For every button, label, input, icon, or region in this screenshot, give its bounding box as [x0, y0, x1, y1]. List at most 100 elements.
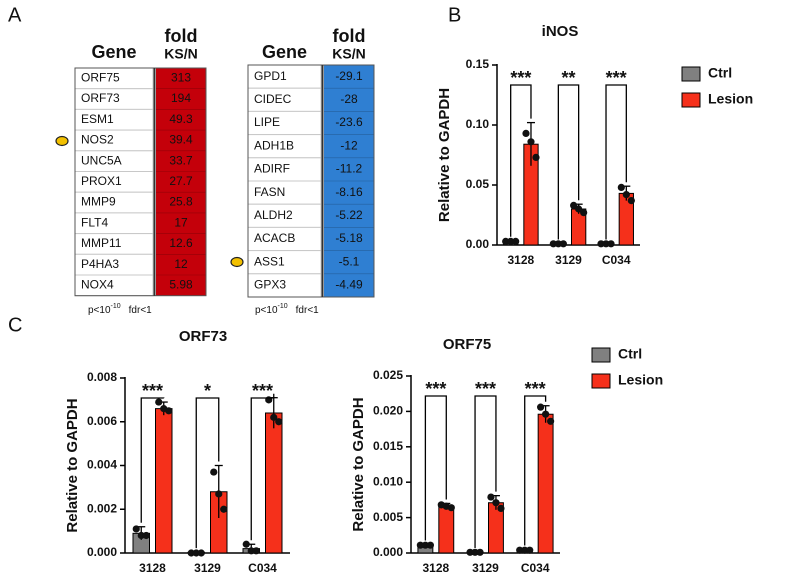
data-point — [522, 129, 530, 137]
gene-name: MMP11 — [81, 236, 122, 250]
y-tick-label: 0.008 — [87, 370, 117, 384]
gene-name: LIPE — [254, 115, 280, 129]
significance-bracket — [510, 84, 532, 237]
significance-bracket — [474, 395, 497, 548]
fold-value: -12 — [340, 138, 358, 152]
fold-value: 12.6 — [169, 236, 193, 250]
gene-name: FASN — [254, 185, 285, 199]
gene-name: ALDH2 — [254, 208, 293, 222]
footnote-fdr: fdr<1 — [129, 305, 153, 316]
legend-label: Lesion — [618, 372, 663, 388]
gene-name: UNC5A — [81, 153, 122, 167]
fold-value: -5.22 — [335, 208, 363, 222]
x-tick-label: 3129 — [555, 253, 582, 267]
data-point — [247, 547, 255, 555]
data-point — [526, 546, 534, 554]
data-point — [192, 549, 200, 557]
fold-value: 49.3 — [169, 112, 193, 126]
significance-label: *** — [525, 379, 546, 399]
panel-label: A — [8, 4, 22, 26]
data-point — [542, 410, 550, 418]
data-point — [602, 240, 610, 248]
gene-name: CIDEC — [254, 92, 292, 106]
data-point — [580, 209, 588, 217]
gene-name: P4HA3 — [81, 257, 119, 271]
significance-label: *** — [475, 379, 496, 399]
fold-value: 5.98 — [169, 278, 193, 292]
y-tick-label: 0.000 — [87, 545, 117, 559]
data-point — [426, 541, 434, 549]
highlight-marker — [55, 135, 69, 147]
data-point — [447, 504, 455, 512]
x-tick-label: 3128 — [422, 561, 449, 575]
column-header: KS/N — [164, 46, 197, 62]
y-tick-label: 0.020 — [373, 404, 403, 418]
y-tick-label: 0.025 — [373, 368, 403, 382]
y-tick-label: 0.00 — [466, 237, 490, 251]
gene-name: ESM1 — [81, 112, 114, 126]
significance-bracket — [250, 393, 275, 541]
data-point — [607, 240, 615, 248]
significance-bracket — [605, 84, 627, 240]
chart-title: iNOS — [542, 23, 579, 40]
y-tick-label: 0.10 — [466, 117, 490, 131]
fold-value: -11.2 — [336, 162, 363, 176]
data-point — [507, 237, 515, 245]
footnote: p<10-10 fdr<1 — [255, 303, 319, 316]
gene-name: GPD1 — [254, 69, 287, 83]
y-tick-label: 0.004 — [87, 458, 117, 472]
gene-name: PROX1 — [81, 174, 122, 188]
data-point — [137, 531, 145, 540]
gene-name: ORF75 — [81, 71, 120, 85]
footnote-fdr: fdr<1 — [296, 305, 320, 316]
gene-name: ORF73 — [81, 91, 120, 105]
data-point — [521, 546, 529, 554]
gene-name: ASS1 — [254, 254, 285, 268]
legend-label: Ctrl — [708, 65, 732, 81]
data-point — [210, 468, 218, 476]
significance-label: *** — [606, 68, 627, 88]
data-point — [187, 549, 195, 557]
x-tick-label: C034 — [602, 253, 631, 267]
fold-value: -4.49 — [335, 278, 363, 292]
chart-title: ORF73 — [179, 328, 227, 345]
significance-label: ** — [561, 68, 575, 88]
fold-value: -29.1 — [335, 69, 363, 83]
fold-value: -5.18 — [335, 231, 363, 245]
data-point — [142, 531, 150, 540]
data-point — [532, 153, 540, 161]
data-point — [597, 240, 605, 248]
panel-label: C — [8, 314, 22, 336]
data-point — [492, 499, 500, 507]
column-header: Gene — [91, 42, 136, 62]
x-tick-label: C034 — [521, 561, 550, 575]
fold-value: 25.8 — [169, 195, 193, 209]
fold-value: 17 — [174, 215, 188, 229]
chart-title: ORF75 — [443, 336, 491, 353]
bar — [265, 412, 283, 554]
fold-value: 12 — [174, 257, 188, 271]
data-point — [512, 237, 520, 245]
y-tick-label: 0.002 — [87, 501, 117, 515]
data-point — [570, 201, 578, 209]
gene-name: ACACB — [254, 231, 295, 245]
x-tick-label: C034 — [248, 561, 277, 575]
y-tick-label: 0.010 — [373, 474, 403, 488]
data-point — [421, 541, 429, 549]
value-column — [324, 65, 374, 297]
legend-swatch — [681, 92, 701, 108]
data-point — [537, 403, 545, 411]
fold-value: 313 — [171, 71, 191, 85]
x-tick-label: 3129 — [472, 561, 499, 575]
data-point — [155, 398, 163, 406]
gene-name: ADIRF — [254, 162, 290, 176]
data-point — [466, 548, 474, 556]
significance-label: *** — [142, 381, 163, 401]
y-tick-label: 0.015 — [373, 439, 403, 453]
gene-name: NOS2 — [81, 133, 114, 147]
significance-label: * — [204, 381, 211, 401]
data-point — [270, 413, 278, 421]
table-border — [247, 64, 375, 298]
data-point — [516, 546, 524, 554]
